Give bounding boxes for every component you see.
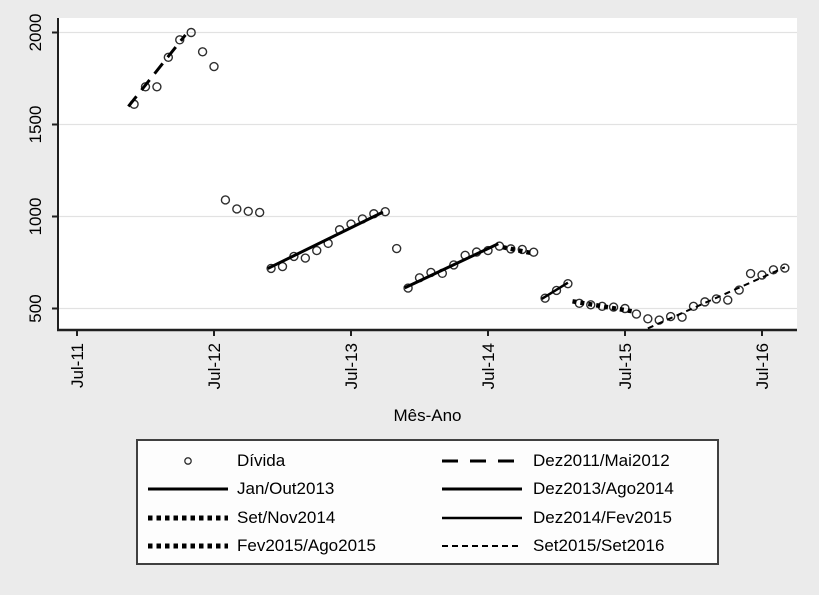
x-tick-label: Jul-13 bbox=[342, 343, 361, 389]
legend-row: Dívida Dez2011/Mai2012 bbox=[138, 447, 717, 475]
data-point bbox=[197, 47, 208, 57]
chart-legend: Dívida Dez2011/Mai2012 Jan/Out2013 Dez20… bbox=[136, 439, 719, 565]
x-tick-label: Jul-11 bbox=[68, 343, 87, 388]
data-point bbox=[403, 283, 413, 293]
fit-line-segment bbox=[404, 242, 499, 290]
solid-line-icon bbox=[442, 487, 522, 491]
y-tick-label: 500 bbox=[26, 294, 45, 322]
data-point bbox=[551, 285, 562, 296]
fit-line-segment bbox=[502, 245, 533, 256]
solid-line-icon bbox=[148, 487, 228, 491]
legend-label-fev2015-ago2015: Fev2015/Ago2015 bbox=[237, 536, 376, 555]
data-point bbox=[232, 204, 242, 214]
legend-row: Jan/Out2013 Dez2013/Ago2014 bbox=[138, 475, 717, 503]
data-point bbox=[517, 244, 527, 255]
legend-row: Fev2015/Ago2015 Set2015/Set2016 bbox=[138, 532, 717, 560]
data-point bbox=[723, 295, 733, 305]
data-point bbox=[643, 314, 653, 324]
y-tick-label: 1500 bbox=[26, 106, 45, 144]
divida-marker-icon bbox=[184, 457, 192, 465]
data-point bbox=[449, 260, 459, 270]
y-tick-label: 2000 bbox=[26, 14, 45, 52]
legend-label-set2015-set2016: Set2015/Set2016 bbox=[533, 536, 665, 555]
data-point bbox=[266, 263, 276, 274]
longdash-line-icon bbox=[442, 459, 522, 463]
legend-label-jan-out2013: Jan/Out2013 bbox=[237, 479, 335, 498]
plot-area bbox=[58, 18, 797, 330]
data-point bbox=[563, 278, 573, 289]
data-point bbox=[608, 302, 619, 312]
data-point bbox=[186, 27, 196, 38]
short-dash-line-icon bbox=[442, 545, 522, 547]
x-axis-title: Mês-Ano bbox=[393, 406, 462, 425]
data-point bbox=[780, 263, 790, 273]
data-point bbox=[745, 268, 756, 279]
data-point bbox=[243, 206, 253, 217]
data-point bbox=[175, 35, 185, 45]
x-tick-label: Jul-16 bbox=[753, 343, 772, 389]
legend-row: Set/Nov2014 Dez2014/Fev2015 bbox=[138, 504, 717, 532]
x-tick-label: Jul-15 bbox=[616, 343, 635, 389]
x-tick-label: Jul-12 bbox=[205, 343, 224, 389]
fit-line-segment bbox=[127, 33, 187, 108]
x-tick-label: Jul-14 bbox=[479, 343, 498, 389]
legend-label-divida: Dívida bbox=[237, 451, 286, 470]
data-point bbox=[300, 253, 311, 263]
data-point bbox=[163, 52, 174, 63]
marker-symbol bbox=[184, 457, 192, 465]
data-point bbox=[391, 243, 402, 254]
data-point bbox=[312, 245, 322, 256]
data-point bbox=[540, 293, 550, 303]
data-point bbox=[631, 309, 642, 319]
heavy-dotted-line-icon bbox=[148, 515, 228, 521]
fit-line-segment bbox=[572, 299, 635, 314]
debt-scatter-plot: 500 1000 1500 2000 Jul-11 Jul-12 Jul-13 Jul-14 J… bbox=[26, 14, 797, 389]
heavy-dotted-line-icon bbox=[148, 543, 228, 549]
data-point bbox=[506, 244, 516, 254]
legend-label-set-nov2014: Set/Nov2014 bbox=[237, 508, 336, 527]
data-point bbox=[665, 311, 676, 322]
data-point bbox=[254, 207, 265, 218]
legend-label-dez2011-mai2012: Dez2011/Mai2012 bbox=[533, 451, 670, 470]
fit-line-segment bbox=[647, 266, 786, 330]
y-tick-label: 1000 bbox=[26, 198, 45, 236]
data-point bbox=[586, 300, 596, 310]
fit-line-segment bbox=[541, 281, 569, 300]
data-point bbox=[152, 82, 162, 92]
solid-line-icon bbox=[442, 516, 522, 520]
legend-label-dez2014-fev2015: Dez2014/Fev2015 bbox=[533, 508, 672, 527]
fit-line-segment bbox=[266, 210, 384, 270]
data-point bbox=[220, 195, 231, 205]
legend-label-dez2013-ago2014: Dez2013/Ago2014 bbox=[533, 479, 674, 498]
data-point bbox=[711, 294, 722, 304]
data-point bbox=[209, 61, 219, 72]
